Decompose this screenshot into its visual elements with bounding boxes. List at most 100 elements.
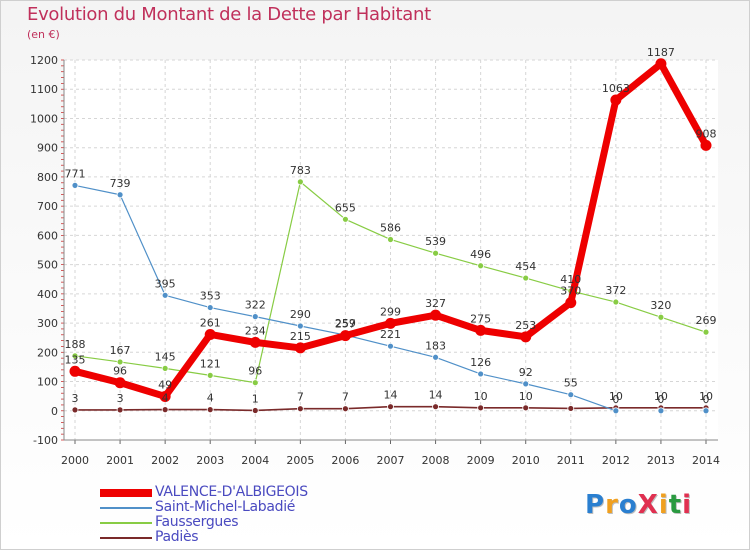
logo-letter: o [618,490,638,520]
data-point [342,215,349,223]
legend-swatch [100,507,152,509]
data-label: 395 [155,277,176,290]
data-label: 55 [564,377,578,390]
data-point [565,297,577,309]
logo-letter: t [668,490,683,520]
data-point [71,406,79,414]
data-point [206,406,214,414]
y-tick-label: 1200 [30,54,58,67]
data-point [342,405,349,413]
data-point [702,328,710,336]
data-point [251,379,259,387]
data-label: 269 [696,314,717,327]
logo-letter: r [605,490,619,520]
data-point [161,406,169,414]
y-tick-label: 300 [37,317,58,330]
data-label: 10 [474,390,488,403]
data-point [116,406,124,414]
data-point [161,291,169,299]
data-label: 14 [384,389,398,402]
data-label: 655 [335,201,356,214]
data-label: 320 [650,299,671,312]
data-point [430,309,442,321]
data-label: 188 [65,338,86,351]
data-label: 49 [158,378,172,391]
data-label: 253 [515,319,536,332]
legend-label: Faussergues [155,514,239,530]
data-point [475,324,487,336]
data-label: 275 [470,312,491,325]
data-point [387,403,394,411]
legend-swatch [100,537,152,539]
data-label: 1063 [602,82,630,95]
data-point [385,317,396,329]
data-point [116,358,124,366]
y-tick-label: 800 [37,171,58,184]
data-point [432,353,439,361]
data-label: 3 [72,392,79,405]
y-tick-label: 200 [37,346,58,359]
x-tick-label: 2000 [61,454,89,467]
data-point [655,58,667,70]
chart-subtitle: (en €) [27,28,60,41]
y-tick-label: 500 [37,259,58,272]
axes: -100010020030040050060070080090010001100… [30,54,720,467]
data-label: 7 [342,391,349,404]
data-label: 96 [113,365,127,378]
x-tick-label: 2009 [467,454,495,467]
data-point [522,404,530,412]
data-label: 771 [65,167,86,180]
legend: VALENCE-D'ALBIGEOIS Saint-Michel-Labadié F… [100,484,400,545]
y-tick-label: 600 [37,229,58,242]
logo-letter: i [658,490,669,520]
x-tick-label: 2008 [422,454,450,467]
data-label: 370 [560,285,581,298]
data-label: 4 [162,392,169,405]
data-point [700,139,712,151]
x-tick-label: 2007 [377,454,405,467]
data-point [387,236,394,243]
x-tick-label: 2004 [241,454,269,467]
data-point [296,405,304,413]
data-point [522,274,530,282]
logo-letter: X [637,490,659,520]
data-label: 327 [425,297,446,310]
data-label: 257 [335,318,356,331]
x-tick-label: 2006 [331,454,359,467]
data-label: 10 [609,390,623,403]
data-point [294,342,306,354]
data-label: 221 [380,328,401,341]
data-label: 299 [380,305,401,318]
data-label: 145 [155,350,176,363]
data-point [520,331,532,343]
chart-title: Evolution du Montant de la Dette par Hab… [27,4,431,25]
data-point [612,407,620,415]
legend-label: VALENCE-D'ALBIGEOIS [155,484,308,500]
data-label: 0 [612,393,619,406]
data-label: 10 [654,390,668,403]
data-label: 586 [380,221,401,234]
data-point [612,298,620,306]
data-label: 96 [248,365,262,378]
x-tick-label: 2001 [106,454,134,467]
data-point [71,352,79,360]
data-label: 7 [297,391,304,404]
data-label: 215 [290,330,311,343]
data-label: 290 [290,308,311,321]
series-lines [69,58,712,415]
data-point [567,405,575,412]
data-point [116,191,124,199]
data-label: 0 [657,393,664,406]
data-label: 126 [470,356,491,369]
legend-item: Saint-Michel-Labadié [100,499,400,515]
data-label: 353 [200,290,221,303]
y-tick-label: 0 [51,405,58,418]
legend-item: VALENCE-D'ALBIGEOIS [100,484,400,500]
legend-item: Padiès [100,529,400,545]
data-label: 539 [425,235,446,248]
data-point [161,364,169,372]
y-tick-label: 1100 [30,83,58,96]
data-point [114,377,126,389]
